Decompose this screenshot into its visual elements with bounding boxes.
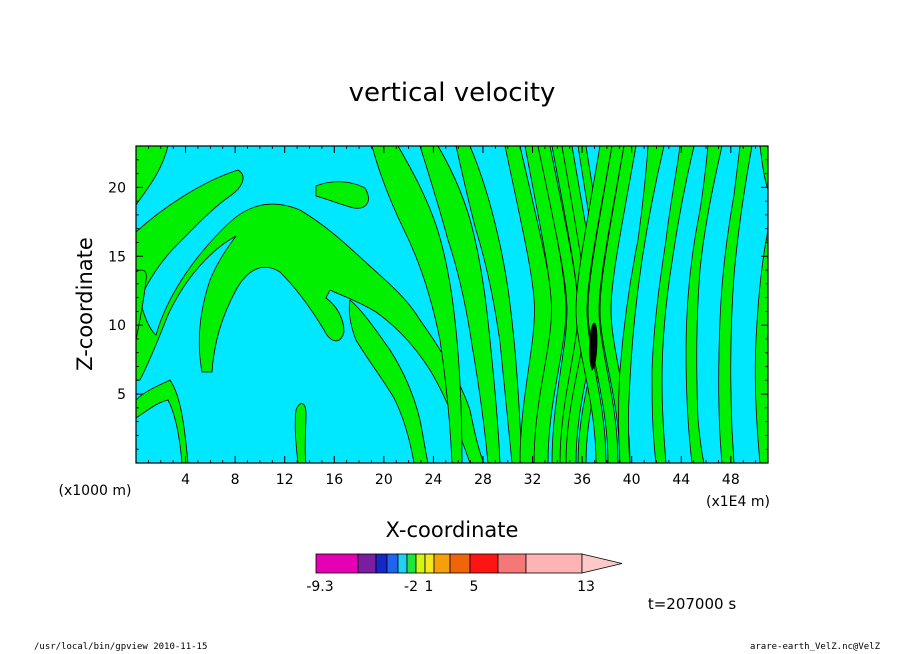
colorbar-swatch xyxy=(375,553,388,574)
y-tick-label: 15 xyxy=(108,249,126,265)
x-tick-label: 44 xyxy=(672,472,690,488)
colorbar-swatch xyxy=(406,553,417,574)
region-negative-core xyxy=(589,322,598,371)
colorbar-swatch xyxy=(525,553,583,574)
colorbar-swatch xyxy=(315,553,359,574)
colorbar: -9.3 -2 1 5 13 xyxy=(306,553,623,595)
plot-area xyxy=(135,145,769,464)
colorbar-label: 5 xyxy=(470,579,479,595)
colorbar-label: -2 xyxy=(404,579,418,595)
x-tick-label: 4 xyxy=(181,472,190,488)
x-unit-left: (x1000 m) xyxy=(59,483,132,499)
footer-right: arare-earth_VelZ.nc@VelZ xyxy=(749,642,880,652)
x-unit-right: (x1E4 m) xyxy=(706,494,770,510)
time-label: t=207000 s xyxy=(648,595,736,613)
colorbar-swatch xyxy=(497,553,527,574)
y-axis-label: Z-coordinate xyxy=(73,237,97,371)
colorbar-swatch xyxy=(469,553,499,574)
y-tick-label: 10 xyxy=(108,318,126,334)
x-tick-label: 40 xyxy=(623,472,641,488)
x-tick-label: 20 xyxy=(375,472,393,488)
x-axis-label: X-coordinate xyxy=(386,518,519,542)
colorbar-swatch xyxy=(424,553,435,574)
region-positive-bottom-mid xyxy=(294,403,307,464)
plot-frame xyxy=(135,145,769,464)
x-tick-label: 32 xyxy=(524,472,542,488)
x-tick-label: 8 xyxy=(231,472,240,488)
x-tick-label: 16 xyxy=(325,472,343,488)
x-tick-label: 28 xyxy=(474,472,492,488)
y-tick-label: 20 xyxy=(108,180,126,196)
x-tick-label: 48 xyxy=(722,472,740,488)
region-positive-right-edge xyxy=(754,229,769,464)
y-tick-label: 5 xyxy=(117,387,126,403)
region-positive-right-4 xyxy=(718,145,753,464)
footer-left: /usr/local/bin/gpview 2010-11-15 xyxy=(34,642,208,652)
colorbar-extension-arrow xyxy=(581,553,623,574)
colorbar-swatch xyxy=(449,553,471,574)
colorbar-swatch xyxy=(386,553,399,574)
region-positive-mid-left xyxy=(135,269,147,341)
colorbar-label: -9.3 xyxy=(306,579,333,595)
colorbar-swatch xyxy=(397,553,408,574)
x-tick-label: 36 xyxy=(573,472,591,488)
colorbar-swatch xyxy=(357,553,377,574)
x-axis-ticks: 4 8 12 16 20 24 28 32 36 40 44 48 xyxy=(147,146,757,488)
colorbar-label: 1 xyxy=(425,579,434,595)
x-tick-label: 24 xyxy=(424,472,442,488)
y-axis-ticks: 5 10 15 20 xyxy=(108,159,768,450)
positive-bands-dense xyxy=(504,145,637,464)
colorbar-swatch xyxy=(433,553,451,574)
colorbar-swatch xyxy=(415,553,426,574)
x-tick-label: 12 xyxy=(276,472,294,488)
colorbar-label: 13 xyxy=(577,579,595,595)
region-positive-upper-middle xyxy=(315,181,369,209)
region-positive-top-left xyxy=(135,145,169,207)
chart-title: vertical velocity xyxy=(349,78,556,108)
